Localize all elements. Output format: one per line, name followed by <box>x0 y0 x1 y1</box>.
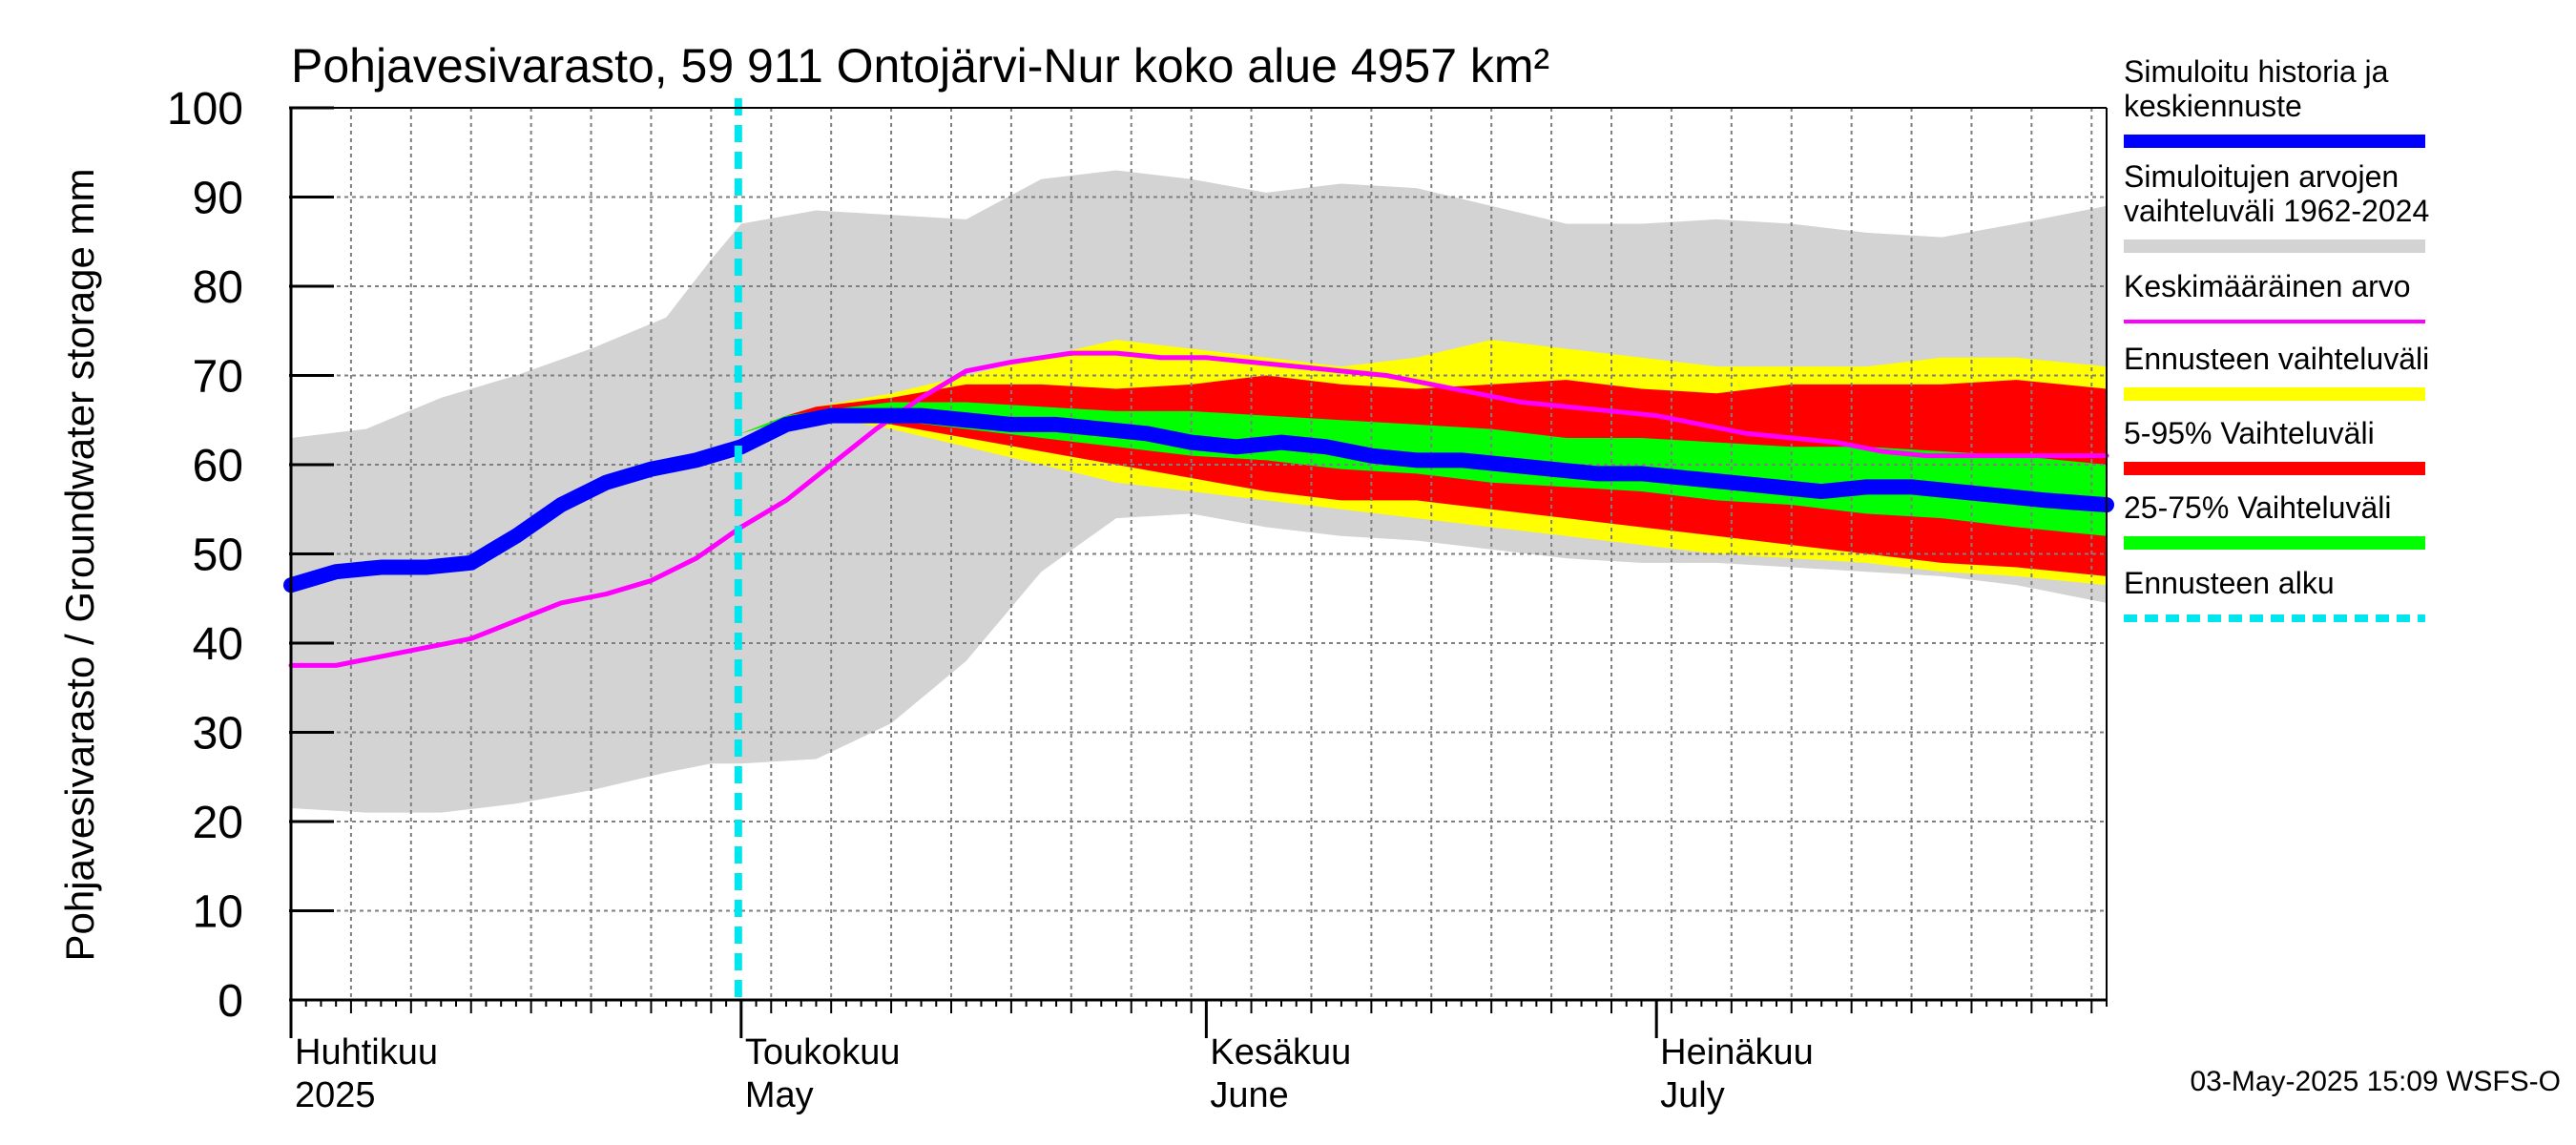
legend-label: vaihteluväli 1962-2024 <box>2124 194 2429 228</box>
month-label-line1: Kesäkuu <box>1210 1032 1351 1072</box>
y-tick-label: 60 <box>193 441 243 491</box>
y-tick-label: 100 <box>167 84 243 135</box>
legend-label: 5-95% Vaihteluväli <box>2124 416 2375 450</box>
mean-value-line <box>288 350 2109 668</box>
y-tick-label: 30 <box>193 709 243 760</box>
gridlines <box>291 108 2107 1000</box>
legend-label: Ennusteen vaihteluväli <box>2124 342 2429 376</box>
legend-label: Keskimääräinen arvo <box>2124 269 2411 303</box>
legend-label: Simuloitujen arvojen <box>2124 159 2399 194</box>
y-tick-label: 40 <box>193 619 243 670</box>
month-label-line1: Huhtikuu <box>295 1032 438 1072</box>
y-axis-label: Pohjavesivarasto / Groundwater storage m… <box>57 168 102 961</box>
y-tick-label: 0 <box>218 976 243 1027</box>
simulated-line <box>283 407 2114 593</box>
p25-75-band <box>740 402 2108 536</box>
timestamp-footer: 03-May-2025 15:09 WSFS-O <box>2191 1066 2562 1097</box>
month-label-line1: Heinäkuu <box>1660 1032 1814 1072</box>
p25-75-area <box>740 402 2108 536</box>
month-label-line2: 2025 <box>295 1075 376 1115</box>
legend-label: Simuloitu historia ja <box>2124 54 2389 89</box>
month-label-line1: Toukokuu <box>745 1032 901 1072</box>
y-tick-label: 20 <box>193 798 243 848</box>
month-label-line2: June <box>1210 1075 1288 1115</box>
simulated-median-line <box>283 407 2114 593</box>
chart-title: Pohjavesivarasto, 59 911 Ontojärvi-Nur k… <box>291 39 1549 93</box>
legend-label: 25-75% Vaihteluväli <box>2124 490 2391 525</box>
y-tick-labels: 0 10 20 30 40 50 60 70 80 90 100 <box>167 84 334 1027</box>
y-tick-label: 50 <box>193 531 243 581</box>
y-tick-label: 90 <box>193 174 243 224</box>
month-label-line2: July <box>1660 1075 1725 1115</box>
mean-line <box>288 350 2109 668</box>
y-tick-label: 80 <box>193 262 243 313</box>
y-tick-label: 70 <box>193 352 243 403</box>
y-tick-label: 10 <box>193 887 243 938</box>
legend-label: Ennusteen alku <box>2124 566 2335 600</box>
month-label-line2: May <box>745 1075 814 1115</box>
legend-label: keskiennuste <box>2124 89 2302 123</box>
